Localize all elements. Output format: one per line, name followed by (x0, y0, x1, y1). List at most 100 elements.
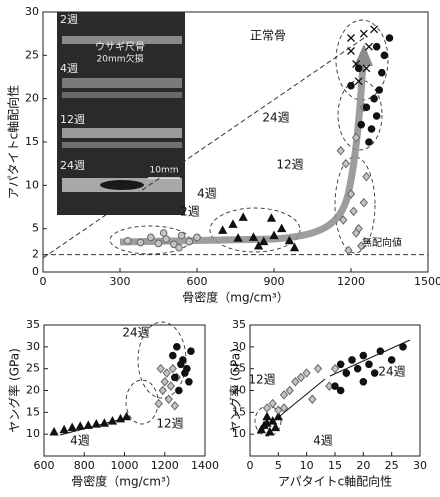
point (279, 390, 289, 400)
y-tick-label: 30 (232, 340, 246, 353)
group-ellipse (209, 207, 301, 253)
fit-line (329, 339, 411, 377)
point (354, 77, 363, 86)
y-tick-label: 15 (26, 405, 40, 418)
point (308, 394, 317, 404)
point (387, 356, 396, 364)
point (313, 363, 323, 374)
point (59, 424, 69, 434)
point (193, 233, 201, 242)
y-tick-label: 20 (232, 384, 246, 397)
y-tick-label: 15 (25, 135, 39, 148)
point (352, 60, 361, 68)
point (253, 240, 264, 250)
y-axis-title: ヤング率 (GPa) (7, 348, 22, 433)
scale-label: 10mm (150, 166, 179, 176)
point (376, 347, 385, 356)
point (160, 377, 169, 387)
point (259, 236, 269, 246)
point (291, 377, 300, 387)
point (187, 347, 195, 356)
inset-label: 4週 (60, 62, 78, 75)
point (372, 112, 381, 120)
point (331, 382, 339, 390)
point (378, 68, 386, 77)
y-tick-label: 10 (26, 427, 40, 440)
point (136, 238, 145, 247)
point (351, 132, 361, 143)
x-tick-label: 800 (74, 459, 95, 472)
x-tick-label: 25 (385, 459, 399, 472)
point (365, 42, 373, 51)
point (353, 364, 362, 373)
series-label: 2週 (180, 205, 200, 219)
y-tick-label: 35 (26, 318, 40, 331)
point (336, 145, 345, 156)
point (341, 158, 351, 169)
y-tick-label: 30 (26, 340, 40, 353)
point (121, 411, 132, 421)
point (302, 368, 311, 378)
series-label: 正常骨 (250, 29, 286, 43)
point (279, 403, 289, 413)
point (344, 245, 353, 256)
series-label: 12週 (276, 158, 303, 172)
point (284, 235, 295, 245)
x-tick-label: 0 (247, 459, 254, 472)
point (164, 394, 173, 404)
point (265, 426, 275, 436)
point (330, 363, 340, 374)
x-tick-label: 30 (413, 459, 427, 472)
y-tick-label: 5 (32, 222, 39, 235)
point (375, 86, 384, 94)
point (273, 411, 283, 421)
inset-caption: 20mm欠損 (97, 53, 144, 65)
inset-label: 12週 (60, 113, 85, 126)
bone (62, 128, 182, 138)
point (177, 231, 186, 240)
bone (62, 92, 182, 98)
point (107, 416, 118, 425)
x-tick-label: 1200 (337, 275, 365, 288)
point (342, 369, 351, 377)
point (218, 225, 228, 234)
point (169, 351, 177, 360)
point (372, 42, 381, 51)
point (158, 385, 167, 396)
point (162, 368, 171, 378)
point (285, 385, 294, 396)
point (336, 386, 345, 395)
y-tick-label: 10 (232, 427, 246, 440)
y-tick-label: 25 (26, 362, 40, 375)
point (185, 377, 193, 386)
y-axis-title: ヤング率 (GPa) (228, 348, 243, 433)
series-label: 12週 (248, 373, 275, 387)
point (347, 81, 355, 90)
point (185, 237, 194, 246)
point (370, 369, 379, 377)
point (183, 364, 191, 373)
point (159, 229, 168, 237)
bone (62, 36, 182, 44)
x-tick-label: 1500 (414, 275, 440, 288)
point (179, 356, 187, 364)
x-tick-label: 10 (300, 459, 314, 472)
group-ellipse (334, 156, 376, 254)
point (365, 138, 373, 146)
y-tick-label: 25 (232, 362, 246, 375)
point (359, 351, 368, 360)
point (262, 403, 272, 413)
point (83, 420, 93, 429)
point (123, 237, 132, 245)
guide-line (42, 37, 365, 259)
point (166, 381, 175, 391)
defect (100, 180, 144, 190)
series-label: 24週 (122, 326, 149, 340)
point (171, 373, 179, 382)
point (351, 228, 361, 238)
point (370, 25, 379, 34)
y-tick-label: 2 (32, 248, 39, 261)
x-tick-label: 600 (187, 275, 208, 288)
point (349, 206, 358, 217)
point (347, 47, 355, 55)
